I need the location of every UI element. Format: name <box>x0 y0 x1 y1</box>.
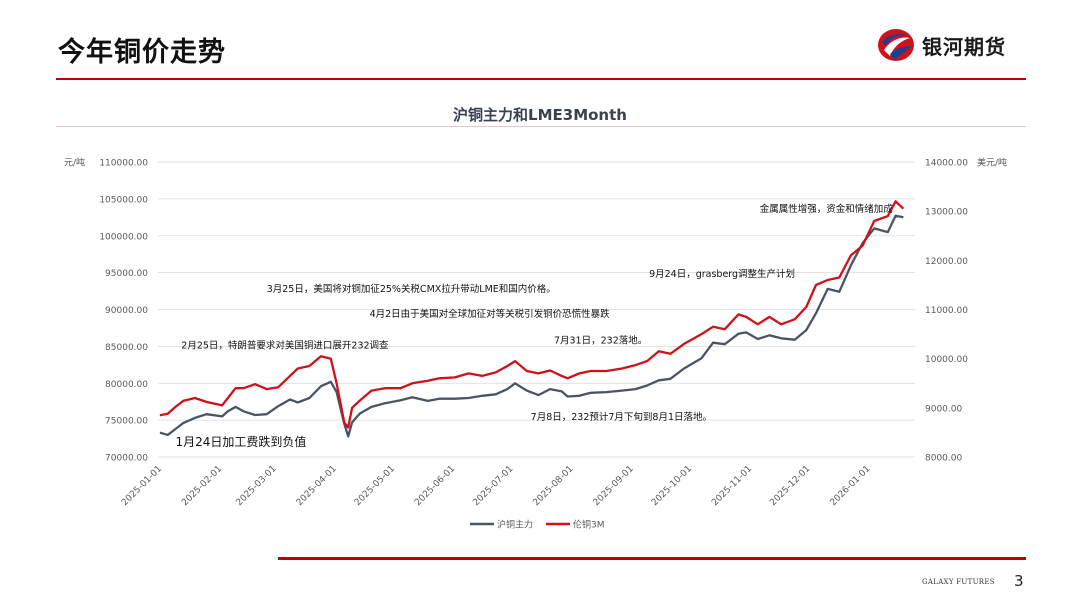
y-right-tick-label: 14000.00 <box>925 159 968 169</box>
x-tick-label: 2025-08-01 <box>532 464 576 508</box>
company-logo: 银河期货 <box>876 28 1006 62</box>
y-left-tick-label: 110000.00 <box>99 159 148 169</box>
y-left-tick-label: 85000.00 <box>105 343 148 353</box>
header-divider <box>56 78 1026 80</box>
legend-label-lme: 伦铜3M <box>573 519 605 531</box>
page-title: 今年铜价走势 <box>58 37 226 68</box>
y-right-tick-label: 9000.00 <box>925 404 962 414</box>
y-right-tick-label: 12000.00 <box>925 257 968 267</box>
x-tick-label: 2025-02-01 <box>180 464 224 508</box>
y-left-unit: 元/吨 <box>64 157 85 169</box>
y-left-tick-label: 90000.00 <box>105 306 148 316</box>
y-left-tick-label: 80000.00 <box>105 380 148 390</box>
galaxy-logo-icon <box>878 29 914 61</box>
chart-title-divider <box>56 126 1026 127</box>
chart-annotation: 1月24日加工费跌到负值 <box>175 434 306 449</box>
series-line-shfe <box>159 214 904 438</box>
footer-divider <box>278 557 1026 560</box>
x-tick-label: 2026-01-01 <box>829 464 873 508</box>
chart-annotation: 2月25日，特朗普要求对美国铜进口展开232调查 <box>181 340 389 352</box>
y-right-tick-label: 8000.00 <box>925 454 962 464</box>
y-left-tick-label: 75000.00 <box>105 417 148 427</box>
y-left-tick-label: 105000.00 <box>99 195 148 205</box>
y-right-tick-label: 10000.00 <box>925 355 968 365</box>
x-tick-label: 2025-06-01 <box>413 464 457 508</box>
logo-text: 银河期货 <box>922 34 1006 59</box>
x-tick-label: 2025-01-01 <box>120 464 164 508</box>
x-tick-label: 2025-03-01 <box>235 464 279 508</box>
y-left-tick-label: 70000.00 <box>105 454 148 464</box>
y-left-tick-label: 95000.00 <box>105 269 148 279</box>
x-tick-label: 2025-04-01 <box>295 464 339 508</box>
chart-annotation: 3月25日，美国将对铜加征25%关税CMX拉升带动LME和国内价格。 <box>267 283 556 295</box>
x-tick-label: 2025-12-01 <box>768 464 812 508</box>
chart-annotation: 7月31日，232落地。 <box>554 334 647 346</box>
chart-annotation: 7月8日，232预计7月下旬到8月1日落地。 <box>531 411 712 423</box>
chart-annotation: 4月2日由于美国对全球加征对等关税引发铜价恐慌性暴跌 <box>370 308 611 320</box>
series-line-lme <box>159 200 905 429</box>
copper-price-chart: 沪铜主力和LME3Month 70000.00 75000.00 80000.00 85… <box>64 106 1007 531</box>
chart-annotation: 9月24日，grasberg调整生产计划 <box>649 268 795 280</box>
x-tick-label: 2025-07-01 <box>471 464 515 508</box>
chart-title: 沪铜主力和LME3Month <box>453 106 627 124</box>
footer-brand: GALAXY FUTURES <box>922 578 995 586</box>
legend-label-shfe: 沪铜主力 <box>497 519 533 531</box>
y-right-unit: 美元/吨 <box>977 157 1007 169</box>
x-tick-label: 2025-09-01 <box>592 464 636 508</box>
y-right-tick-label: 11000.00 <box>925 306 968 316</box>
x-tick-label: 2025-10-01 <box>650 464 694 508</box>
page-number: 3 <box>1014 572 1024 590</box>
chart-annotation: 金属属性增强，资金和情绪加成 <box>760 203 894 215</box>
x-tick-label: 2025-05-01 <box>353 464 397 508</box>
y-right-tick-label: 13000.00 <box>925 208 968 218</box>
x-tick-label: 2025-11-01 <box>710 464 754 508</box>
y-left-tick-label: 100000.00 <box>99 232 148 242</box>
